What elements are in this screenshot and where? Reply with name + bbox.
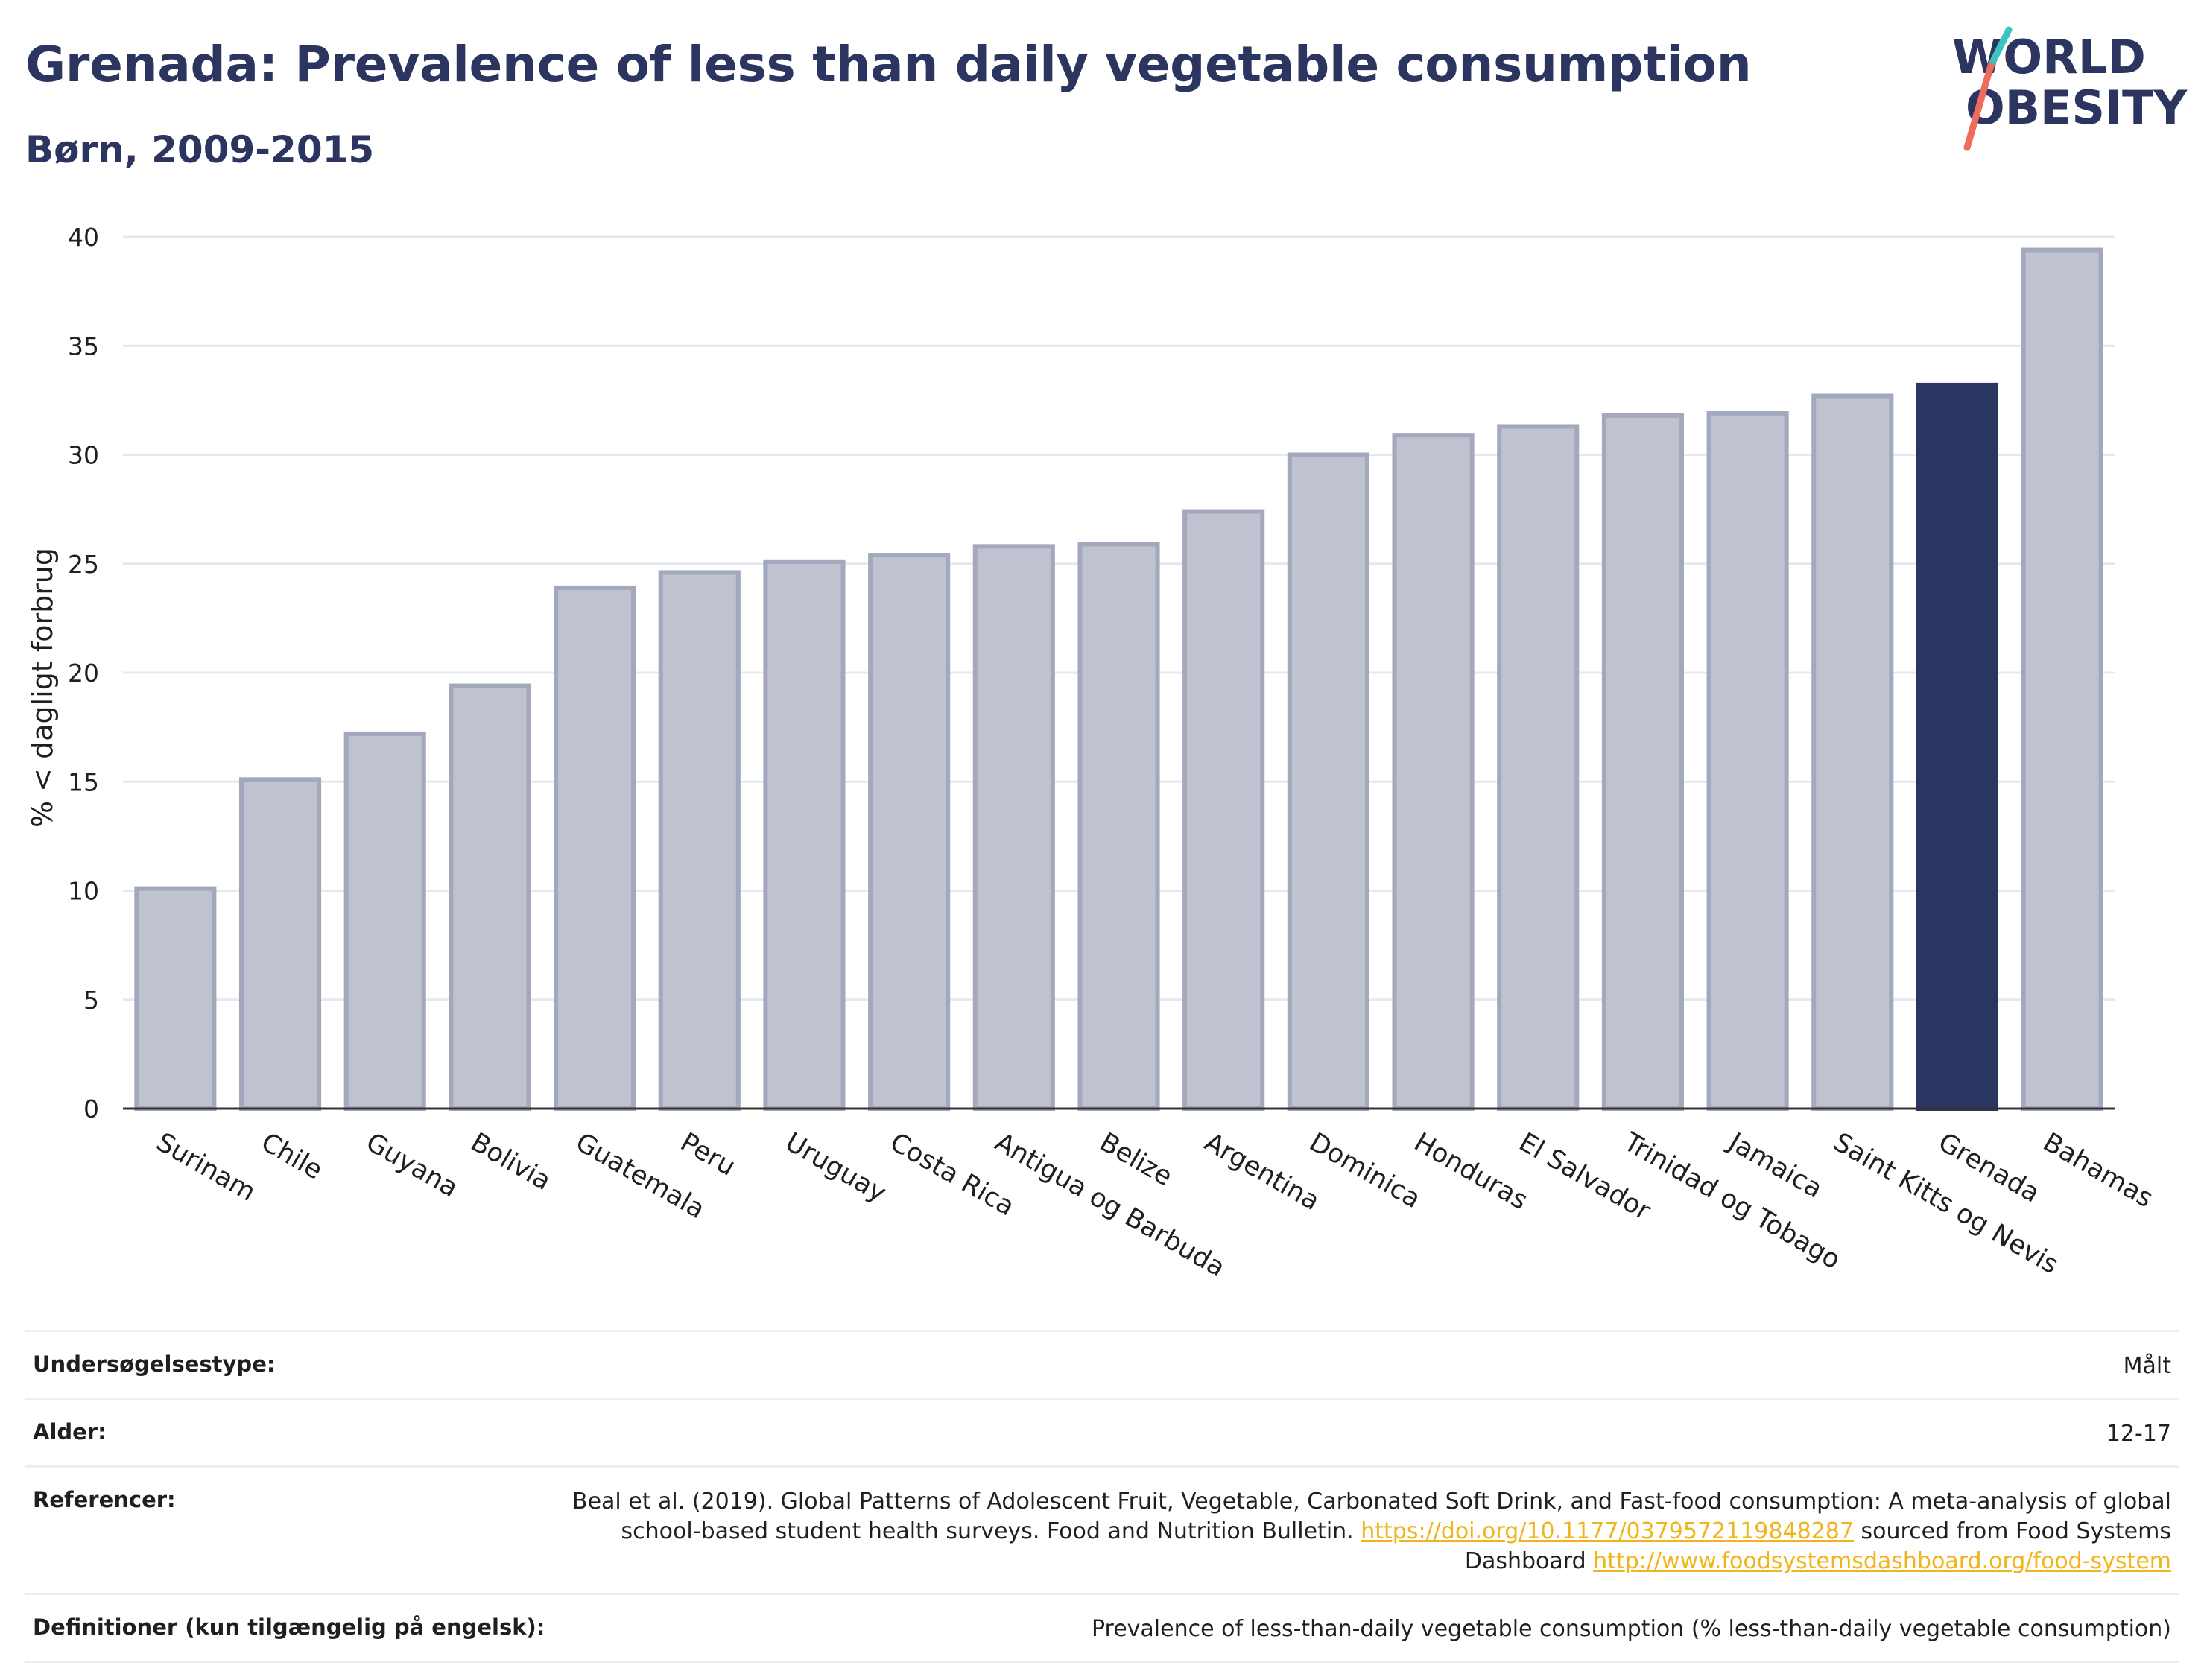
meta-row-definitions: Definitioner (kun tilgængelig på engelsk… — [25, 1593, 2179, 1663]
bar-antigua-og-barbuda — [972, 544, 1055, 1112]
x-tick-label: Honduras — [1409, 1127, 1533, 1216]
reference-text: Beal et al. (2019). Global Patterns of A… — [571, 1489, 2171, 1544]
meta-key: Definitioner (kun tilgængelig på engelsk… — [33, 1614, 545, 1640]
meta-key: Alder: — [33, 1419, 107, 1445]
bar-saint-kitts-og-nevis — [1811, 393, 1894, 1111]
bar-guatemala — [554, 585, 636, 1111]
metadata-table: Undersøgelsestype: Målt Alder: 12-17 Ref… — [25, 1330, 2179, 1663]
food-systems-link[interactable]: http://www.foodsystemsdashboard.org/food… — [1593, 1548, 2171, 1574]
x-tick-label: Guyana — [361, 1127, 463, 1203]
logo-slash-coral — [1963, 62, 1995, 151]
bar-honduras — [1392, 433, 1475, 1111]
y-tick-label: 25 — [68, 550, 99, 579]
y-tick-label: 5 — [83, 986, 99, 1015]
y-tick-label: 30 — [68, 441, 99, 470]
bar-costa-rica — [868, 553, 951, 1111]
y-tick-label: 20 — [68, 659, 99, 688]
bar-surinam — [134, 886, 217, 1111]
bar-uruguay — [763, 559, 846, 1111]
meta-row-age: Alder: 12-17 — [25, 1398, 2179, 1465]
x-tick-label: Surinam — [151, 1127, 261, 1208]
y-tick-label: 35 — [68, 332, 99, 361]
x-tick-label: Chile — [256, 1127, 328, 1185]
reference-text-2: sourced from Food Systems Dashboard — [1464, 1518, 2171, 1574]
bar-grenada — [1916, 382, 1999, 1111]
bar-peru — [658, 570, 741, 1111]
logo-line2: OBESITY — [1966, 80, 2188, 135]
y-tick-labels: 0 5 10 15 20 25 30 35 40 — [68, 223, 99, 1123]
x-tick-label: Belize — [1095, 1127, 1177, 1192]
x-tick-label: Argentina — [1200, 1127, 1325, 1217]
bar-bahamas — [2021, 247, 2103, 1111]
doi-link[interactable]: https://doi.org/10.1177/0379572119848287 — [1361, 1518, 1854, 1544]
bar-trinidad-og-tobago — [1601, 413, 1684, 1112]
meta-row-references: Referencer: Beal et al. (2019). Global P… — [25, 1465, 2179, 1593]
meta-value: Målt — [2123, 1353, 2171, 1379]
bar-belize — [1077, 542, 1160, 1111]
meta-value: Beal et al. (2019). Global Patterns of A… — [547, 1487, 2171, 1576]
meta-value: 12-17 — [2106, 1421, 2171, 1447]
meta-key: Referencer: — [33, 1487, 176, 1512]
x-tick-label: Bolivia — [466, 1127, 556, 1196]
meta-key: Undersøgelsestype: — [33, 1351, 276, 1377]
bar-argentina — [1182, 509, 1265, 1111]
x-tick-label: Bahamas — [2038, 1127, 2158, 1214]
chart-title: Grenada: Prevalence of less than daily v… — [25, 36, 1752, 93]
bar-el-salvador — [1497, 424, 1580, 1112]
bar-bolivia — [449, 683, 531, 1111]
bar-jamaica — [1706, 411, 1789, 1111]
x-tick-label: Uruguay — [780, 1127, 891, 1208]
meta-value: Prevalence of less-than-daily vegetable … — [1091, 1616, 2171, 1642]
chart-subtitle: Børn, 2009-2015 — [25, 128, 375, 171]
x-tick-label: Dominica — [1304, 1127, 1425, 1214]
bar-guyana — [343, 731, 426, 1112]
logo-line1: WORLD — [1952, 30, 2146, 84]
world-obesity-logo: WORLD OBESITY — [1952, 26, 2188, 151]
y-tick-label: 15 — [68, 767, 99, 796]
y-tick-label: 10 — [68, 877, 99, 906]
y-tick-label: 0 — [83, 1094, 99, 1123]
bar-dominica — [1287, 452, 1369, 1111]
meta-row-survey-type: Undersøgelsestype: Målt — [25, 1330, 2179, 1398]
bar-chile — [238, 777, 322, 1111]
x-tick-label: Peru — [675, 1127, 741, 1182]
bars — [134, 247, 2103, 1112]
y-axis-title: % < dagligt forbrug — [26, 548, 59, 828]
logo-slash-teal — [1987, 26, 2013, 69]
y-tick-label: 40 — [68, 223, 99, 252]
